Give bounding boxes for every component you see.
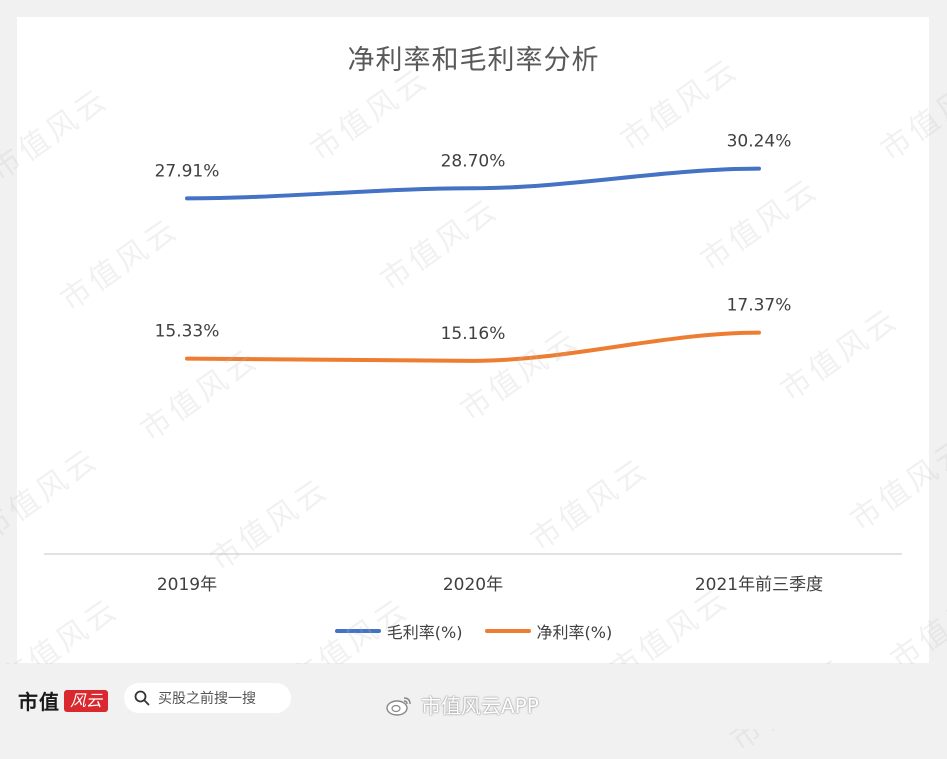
x-tick-label: 2019年	[157, 575, 217, 595]
search-pill[interactable]: 买股之前搜一搜	[124, 683, 291, 713]
legend-swatch-gross-margin	[334, 629, 381, 633]
chart-legend: 毛利率(%) 净利率(%)	[0, 619, 947, 643]
legend-label-gross-margin: 毛利率(%)	[386, 623, 463, 642]
data-label: 17.37%	[727, 296, 792, 316]
legend-item-net-margin: 净利率(%)	[484, 619, 613, 643]
weibo-text: 市值风云APP	[421, 694, 539, 718]
chart-title: 净利率和毛利率分析	[347, 45, 600, 76]
series-line-1	[185, 330, 761, 363]
chart-card	[17, 17, 929, 663]
logo-mark: 风云	[64, 689, 109, 712]
data-label: 15.16%	[441, 324, 506, 344]
legend-item-gross-margin: 毛利率(%)	[334, 619, 463, 643]
data-label: 27.91%	[155, 161, 220, 181]
x-tick-label: 2021年前三季度	[695, 575, 823, 595]
data-label: 15.33%	[155, 322, 220, 342]
data-label: 28.70%	[441, 151, 506, 171]
weibo-account[interactable]: 市值风云APP	[385, 690, 539, 719]
search-icon	[134, 690, 150, 706]
series-line-0	[185, 166, 761, 201]
weibo-icon	[386, 696, 411, 716]
x-tick-label: 2020年	[443, 575, 503, 595]
legend-label-net-margin: 净利率(%)	[536, 623, 613, 642]
data-label: 30.24%	[727, 132, 792, 152]
search-text: 买股之前搜一搜	[158, 691, 256, 707]
brand-logo[interactable]: 市值 风云	[18, 686, 109, 715]
logo-text: 市值	[18, 690, 60, 714]
line-chart: 2019年 2020年 2021年前三季度 27.91% 28.70% 30.24% 15.…	[44, 132, 902, 595]
legend-swatch-net-margin	[484, 629, 531, 633]
